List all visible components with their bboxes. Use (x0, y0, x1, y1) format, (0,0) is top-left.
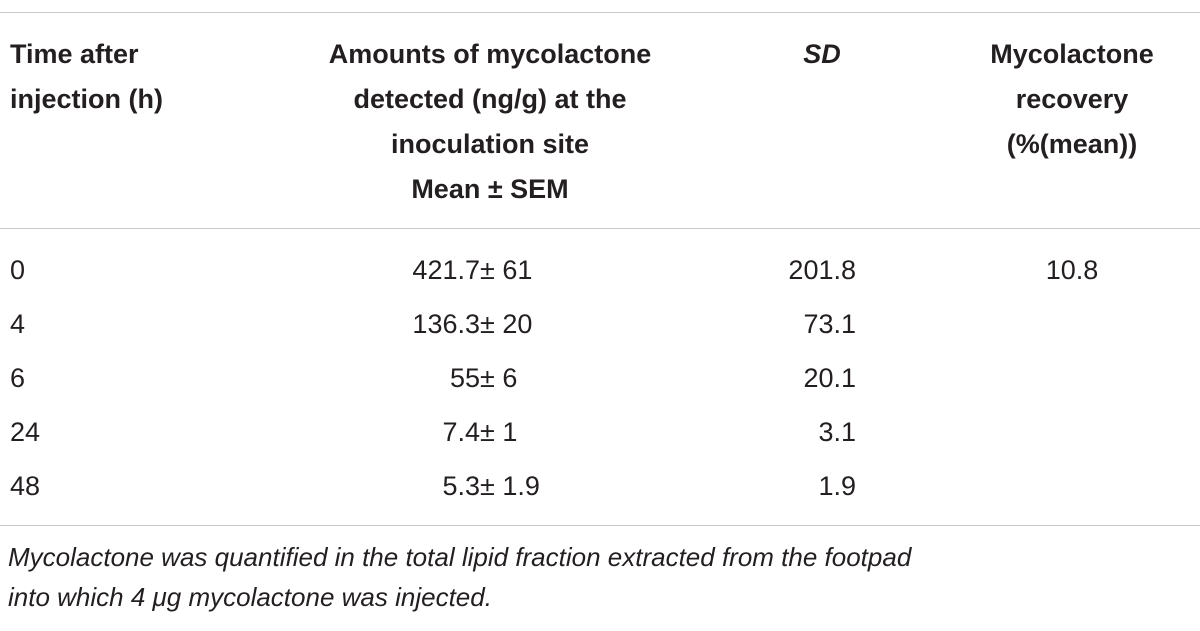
table-cell: 4 (10, 309, 26, 339)
table-cell: 24 (10, 417, 41, 447)
table-cell: 136.3 ± 20 (412, 309, 533, 339)
header-cell: detected (ng/g) at the (353, 84, 627, 114)
table-cell: 7.4 ± 1 (442, 417, 518, 447)
top-rule (0, 12, 1200, 13)
header-cell: Mean ± SEM (411, 174, 569, 204)
table-cell: 48 (10, 471, 41, 501)
header-cell: SD (803, 39, 841, 69)
table-cell: 10.8 (1045, 255, 1099, 285)
table-cell: 1.9 (818, 471, 856, 501)
table-cell: 3.1 (818, 417, 856, 447)
table-cell: 201.8 (788, 255, 856, 285)
table-cell: 5.3 ± 1.9 (442, 471, 540, 501)
header-cell: Amounts of mycolactone (328, 39, 652, 69)
footnote: into which 4 μg mycolactone was injected… (8, 582, 492, 612)
header-cell: injection (h) (10, 84, 163, 114)
header-cell: (%(mean)) (1006, 129, 1138, 159)
table-cell: 55 ± 6 (449, 363, 518, 393)
header-cell: Time after (10, 39, 139, 69)
header-cell: Mycolactone (990, 39, 1154, 69)
header-rule (0, 228, 1200, 229)
table-cell: 20.1 (803, 363, 856, 393)
table-cell: 421.7 ± 61 (412, 255, 533, 285)
table-cell: 6 (10, 363, 26, 393)
bottom-rule (0, 525, 1200, 526)
footnote: Mycolactone was quantified in the total … (8, 542, 912, 572)
header-cell: recovery (1015, 84, 1129, 114)
header-cell: inoculation site (390, 129, 590, 159)
table-cell: 0 (10, 255, 26, 285)
table-cell: 73.1 (803, 309, 856, 339)
